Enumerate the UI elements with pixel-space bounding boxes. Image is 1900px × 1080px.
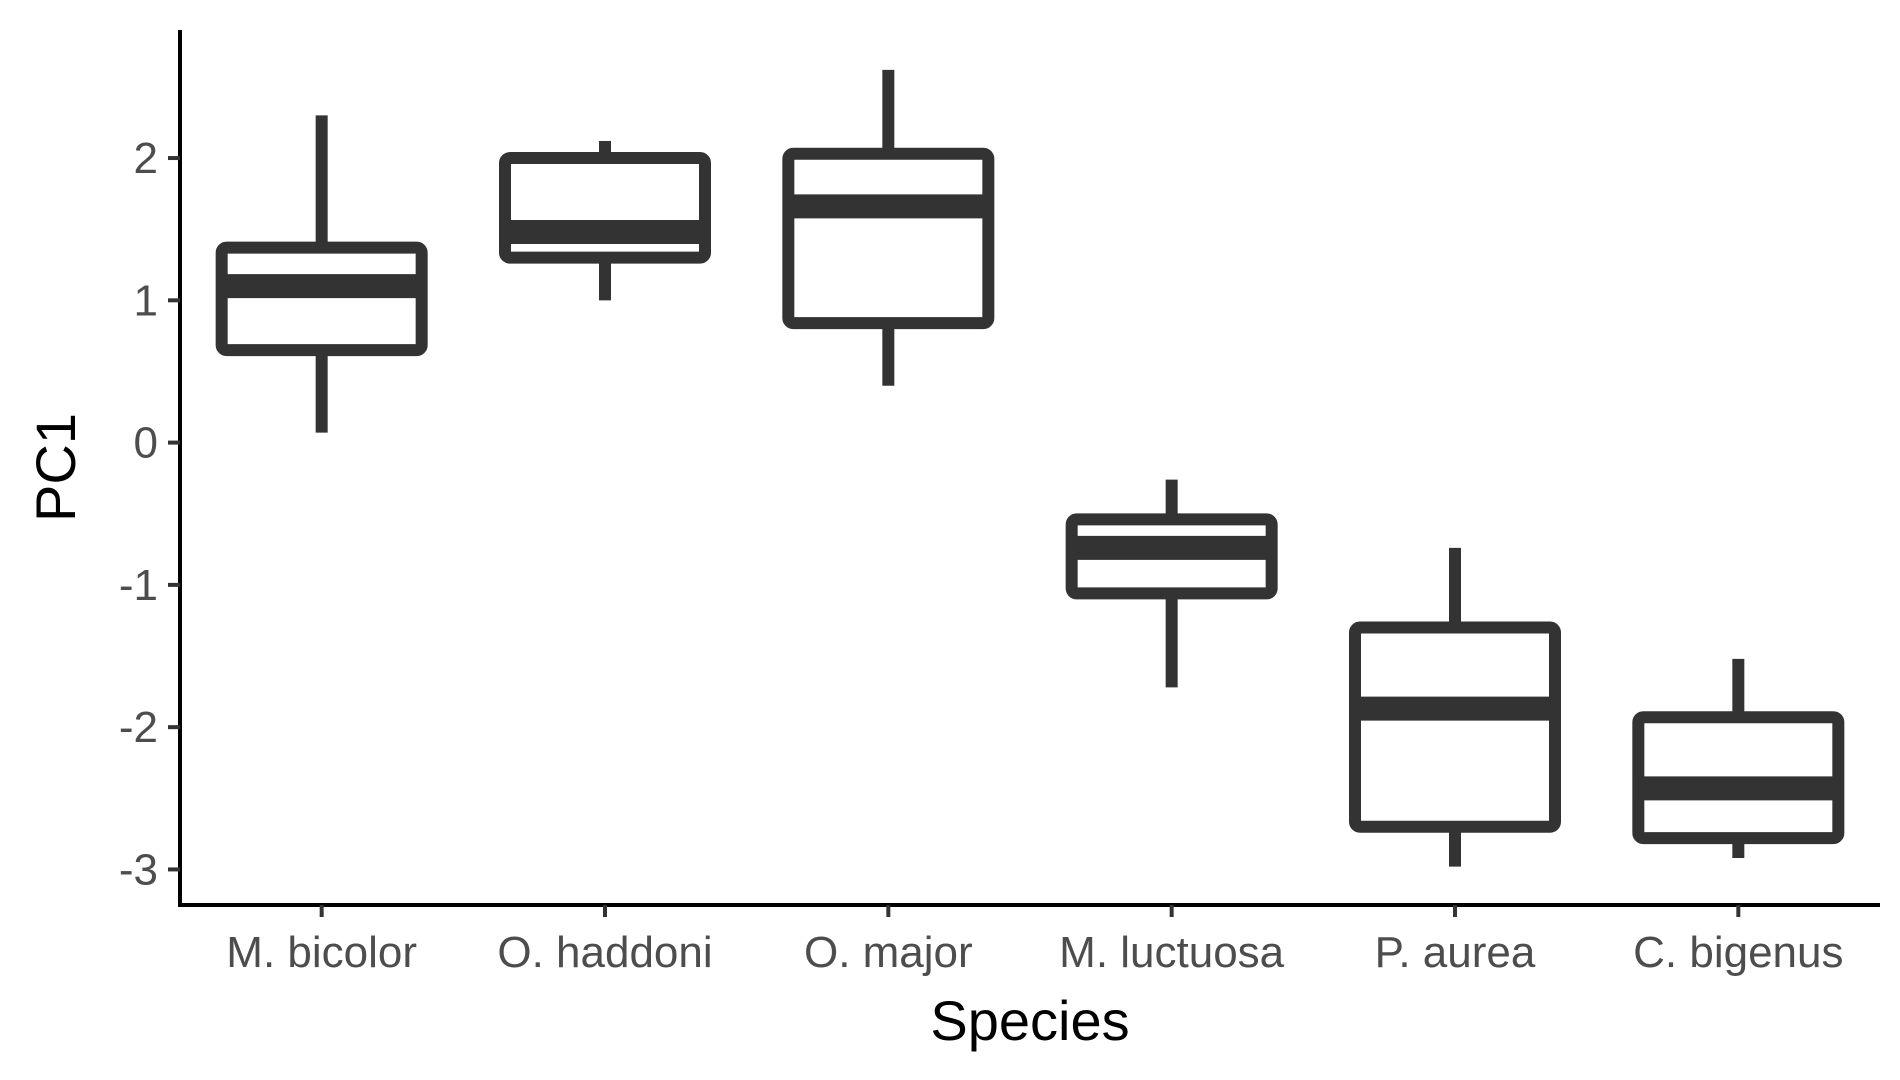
y-tick-label: 0 [134, 419, 158, 468]
box-o-major [788, 70, 988, 386]
x-tick-label: O. haddoni [497, 928, 712, 977]
y-tick-label: -3 [119, 845, 158, 894]
x-tick-label: C. bigenus [1633, 928, 1843, 977]
x-axis-title: Species [930, 989, 1129, 1052]
y-axis-title: PC1 [24, 413, 87, 522]
y-tick-label: 1 [134, 276, 158, 325]
box-o-haddoni [505, 141, 705, 300]
box-iqr [222, 248, 422, 350]
x-tick-label: P. aurea [1375, 928, 1536, 977]
box-c-bigenus [1638, 659, 1838, 858]
boxes-layer [222, 70, 1839, 867]
x-tick-label: M. bicolor [226, 928, 417, 977]
box-m-bicolor [222, 115, 422, 432]
box-iqr [788, 154, 988, 323]
x-tick-label: O. major [804, 928, 973, 977]
y-tick-label: -2 [119, 703, 158, 752]
x-tick-label: M. luctuosa [1059, 928, 1285, 977]
box-m-luctuosa [1072, 480, 1272, 688]
y-tick-label: -1 [119, 561, 158, 610]
axes-layer [178, 30, 1880, 905]
box-iqr [1355, 628, 1555, 827]
y-tick-label: 2 [134, 134, 158, 183]
box-p-aurea [1355, 548, 1555, 867]
